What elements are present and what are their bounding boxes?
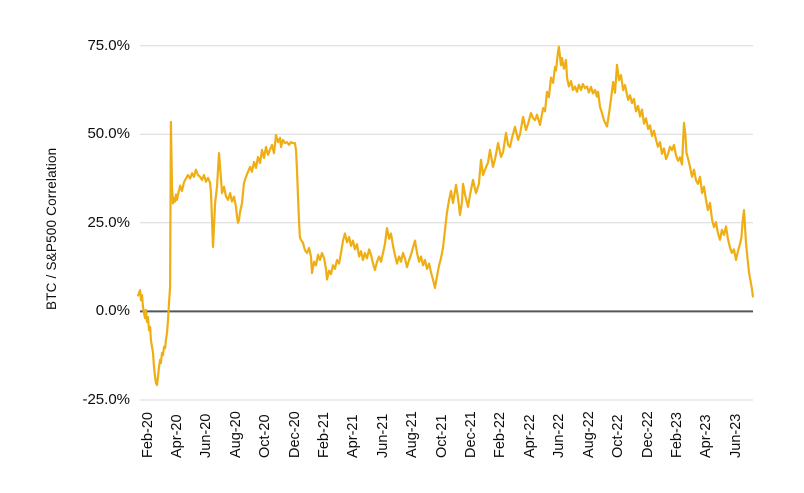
y-tick-label: 75.0% bbox=[87, 36, 130, 54]
x-tick-label: Apr-21 bbox=[345, 414, 362, 458]
x-tick-label: Aug-22 bbox=[580, 411, 597, 458]
y-tick-label: 0.0% bbox=[95, 302, 130, 320]
x-tick-label: Jun-22 bbox=[551, 413, 568, 458]
correlation-series-line bbox=[136, 45, 755, 387]
x-tick-label: Oct-22 bbox=[610, 414, 627, 458]
x-tick-label: Jun-21 bbox=[374, 413, 391, 458]
x-tick-label: Feb-22 bbox=[492, 412, 509, 458]
x-tick-label: Feb-20 bbox=[139, 412, 156, 458]
x-tick-label: Feb-23 bbox=[668, 412, 685, 458]
y-tick-label: 25.0% bbox=[87, 213, 130, 231]
x-tick-label: Aug-21 bbox=[404, 411, 421, 458]
x-tick-label: Apr-23 bbox=[698, 414, 715, 458]
x-tick-label: Dec-21 bbox=[463, 411, 480, 458]
x-tick-label: Aug-20 bbox=[227, 411, 244, 458]
x-tick-label: Oct-20 bbox=[257, 414, 274, 458]
x-tick-label: Apr-20 bbox=[168, 414, 185, 458]
x-tick-label: Apr-22 bbox=[521, 414, 538, 458]
x-tick-label: Jun-20 bbox=[198, 413, 215, 458]
x-tick-label: Feb-21 bbox=[315, 412, 332, 458]
x-tick-label: Dec-20 bbox=[286, 411, 303, 458]
y-tick-label: 50.0% bbox=[87, 125, 130, 143]
x-tick-label: Dec-22 bbox=[639, 411, 656, 458]
x-tick-label: Jun-23 bbox=[727, 413, 744, 458]
y-tick-label: -25.0% bbox=[82, 390, 130, 408]
x-tick-label: Oct-21 bbox=[433, 414, 450, 458]
